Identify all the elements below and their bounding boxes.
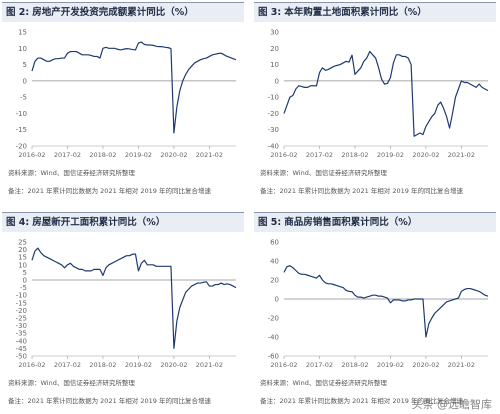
series-line [283,265,489,338]
x-tick-label: 2020-02 [160,361,187,369]
x-tick-label: 2020-02 [160,151,187,159]
chart-title: 本年购置土地面积累计同比（%） [284,7,427,18]
footnote-text: 备注：2021 年累计同比数据为 2021 年相对 2019 年的同比复合增速 [8,187,211,195]
y-tick-label: -30 [268,126,279,134]
footnote-text: 备注：2021 年累计同比数据为 2021 年相对 2019 年的同比复合增速 [260,397,463,405]
y-tick-label: 10 [18,261,27,269]
y-tick-label: -20 [268,315,279,323]
figure-number: 图 3: [258,7,282,18]
y-tick-label: 20 [270,277,279,285]
y-tick-label: 5 [23,269,27,277]
y-tick-label: -15 [16,126,27,134]
x-tick-label: 2021-02 [196,361,223,369]
y-tick-label: -5 [20,284,27,292]
chart-title: 房屋新开工面积累计同比（%） [32,217,166,228]
y-tick-label: -30 [16,322,27,330]
x-tick-label: 2018-02 [341,361,368,369]
figure-number: 图 5: [258,217,282,228]
x-tick-label: 2017-02 [54,151,81,159]
y-tick-label: -40 [268,143,279,151]
x-tick-label: 2021-02 [196,151,223,159]
footnote-text: 备注：2021 年累计同比数据为 2021 年相对 2019 年的同比复合增速 [8,397,211,405]
y-tick-label: -35 [16,330,27,338]
panel-header: 图 3: 本年购置土地面积累计同比（%） [254,2,496,22]
y-tick-label: 5 [23,61,27,69]
line-chart: 2520151050-5-10-15-20-25-30-35-40-45-502… [16,239,237,369]
y-tick-label: 0 [275,296,279,304]
panel-header: 图 5: 商品房销售面积累计同比（%） [254,212,496,232]
x-tick-label: 2017-02 [306,151,333,159]
x-tick-label: 2017-02 [54,361,81,369]
figure-number: 图 2: [6,7,30,18]
chart-panel-land-purchase: 图 3: 本年购置土地面积累计同比（%） 30 20 10 0 -10 -20 -30 -40 2… [254,2,496,202]
source-text: 资料来源：Wind、国信证券经济研究所整理 [8,379,135,387]
y-tick-label: -20 [16,307,27,315]
y-tick-label: 20 [270,45,279,53]
y-tick-label: -45 [16,345,27,353]
y-tick-label: -50 [16,353,27,361]
y-tick-label: 10 [18,45,27,53]
panel-header: 图 2: 房地产开发投资完成额累计同比（%） [2,2,244,22]
y-tick-label: 15 [18,254,27,262]
y-tick-label: -15 [16,299,27,307]
y-tick-label: 30 [270,29,279,37]
panel-header: 图 4: 房屋新开工面积累计同比（%） [2,212,244,232]
x-tick-label: 2018-02 [89,151,116,159]
y-tick-label: -40 [16,337,27,345]
chart-panel-investment: 图 2: 房地产开发投资完成额累计同比（%） 15 10 5 0 -5 -10 -15 -20 2… [2,2,244,202]
y-tick-label: 0 [275,77,279,85]
series-line [31,247,237,349]
chart-title: 商品房销售面积累计同比（%） [284,217,418,228]
y-tick-label: 10 [270,61,279,69]
x-tick-label: 2016-02 [270,151,297,159]
y-tick-label: 0 [23,277,27,285]
y-tick-label: 0 [23,77,27,85]
x-tick-label: 2018-02 [341,151,368,159]
y-tick-label: 20 [18,246,27,254]
footnote-text: 备注：2021 年累计同比数据为 2021 年相对 2019 年的同比复合增速 [260,187,463,195]
x-tick-label: 2018-02 [89,361,116,369]
chart-panel-sales-area: 图 5: 商品房销售面积累计同比（%） 60 40 20 0 -20 -40 -60 2016-… [254,212,496,412]
x-tick-label: 2016-02 [270,361,297,369]
y-tick-label: -10 [16,110,27,118]
x-tick-label: 2019-02 [377,151,404,159]
x-tick-label: 2021-02 [448,151,475,159]
x-tick-label: 2019-02 [125,151,152,159]
source-text: 资料来源：Wind、国信证券经济研究所整理 [8,169,135,177]
chart-panel-new-construction: 图 4: 房屋新开工面积累计同比（%） 25 20 15 10 5 0 -5 -10 -15 -20… [2,212,244,412]
x-tick-label: 2020-02 [412,151,439,159]
y-tick-label: -10 [16,292,27,300]
y-tick-label: 15 [18,29,27,37]
figure-number: 图 4: [6,217,30,228]
source-text: 资料来源：Wind、国信证券经济研究所整理 [260,379,387,387]
y-tick-label: -40 [268,334,279,342]
y-tick-label: -5 [20,94,27,102]
source-text: 资料来源：Wind、国信证券经济研究所整理 [260,169,387,177]
x-tick-label: 2016-02 [18,361,45,369]
y-tick-label: -20 [16,143,27,151]
y-tick-label: -60 [268,353,279,361]
series-line [283,50,489,137]
y-tick-label: -10 [268,94,279,102]
x-tick-label: 2017-02 [306,361,333,369]
y-tick-label: -20 [268,110,279,118]
y-tick-label: 40 [270,258,279,266]
x-tick-label: 2019-02 [377,361,404,369]
x-tick-label: 2021-02 [448,361,475,369]
y-tick-label: 25 [18,239,27,247]
x-tick-label: 2019-02 [125,361,152,369]
watermark-text: 头条 @远瞻智库 [411,398,493,411]
y-tick-label: 60 [270,239,279,247]
series-line [31,41,237,134]
x-tick-label: 2020-02 [412,361,439,369]
x-tick-label: 2016-02 [18,151,45,159]
y-tick-label: -25 [16,315,27,323]
chart-title: 房地产开发投资完成额累计同比（%） [32,7,194,18]
